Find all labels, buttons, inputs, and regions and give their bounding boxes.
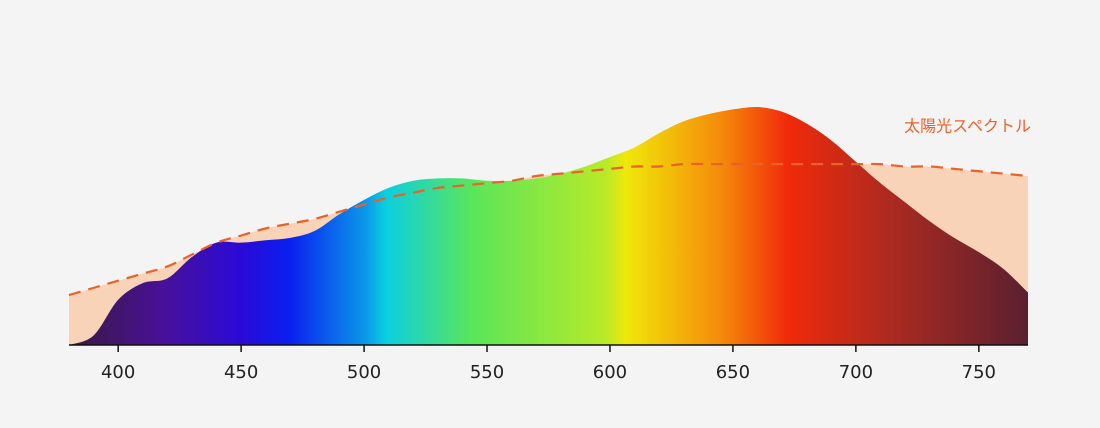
sunlight-line: [68, 162, 1029, 297]
x-tick-label: 400: [101, 362, 135, 383]
spectrum-area: [69, 106, 1028, 346]
x-tick-label: 700: [839, 362, 873, 383]
x-tick-label: 600: [593, 362, 627, 383]
x-tick-label: 650: [716, 362, 750, 383]
x-tick-label: 750: [962, 362, 996, 383]
series-label: 太陽光スペクトル: [904, 117, 1031, 136]
x-tick-label: 450: [224, 362, 258, 383]
x-tick-label: 500: [347, 362, 381, 383]
x-tick-label: 550: [470, 362, 504, 383]
